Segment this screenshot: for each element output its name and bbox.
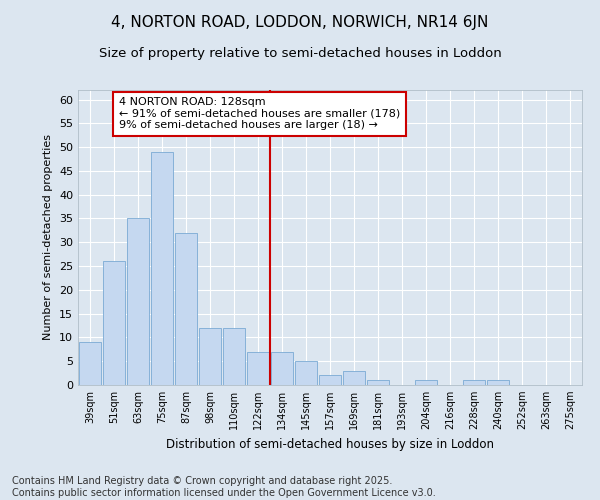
Bar — [487, 380, 509, 385]
Bar — [151, 152, 173, 385]
Y-axis label: Number of semi-detached properties: Number of semi-detached properties — [43, 134, 53, 340]
Text: Contains HM Land Registry data © Crown copyright and database right 2025.
Contai: Contains HM Land Registry data © Crown c… — [12, 476, 436, 498]
Bar — [199, 328, 221, 385]
Bar — [343, 370, 365, 385]
Text: Size of property relative to semi-detached houses in Loddon: Size of property relative to semi-detach… — [98, 48, 502, 60]
Bar — [415, 380, 437, 385]
Bar — [463, 380, 485, 385]
Bar — [79, 342, 101, 385]
Bar — [127, 218, 149, 385]
Bar — [175, 232, 197, 385]
Bar — [319, 376, 341, 385]
Bar — [271, 352, 293, 385]
Bar — [223, 328, 245, 385]
Bar — [295, 361, 317, 385]
Bar — [247, 352, 269, 385]
X-axis label: Distribution of semi-detached houses by size in Loddon: Distribution of semi-detached houses by … — [166, 438, 494, 450]
Text: 4, NORTON ROAD, LODDON, NORWICH, NR14 6JN: 4, NORTON ROAD, LODDON, NORWICH, NR14 6J… — [112, 15, 488, 30]
Bar — [103, 262, 125, 385]
Bar — [367, 380, 389, 385]
Text: 4 NORTON ROAD: 128sqm
← 91% of semi-detached houses are smaller (178)
9% of semi: 4 NORTON ROAD: 128sqm ← 91% of semi-deta… — [119, 97, 400, 130]
